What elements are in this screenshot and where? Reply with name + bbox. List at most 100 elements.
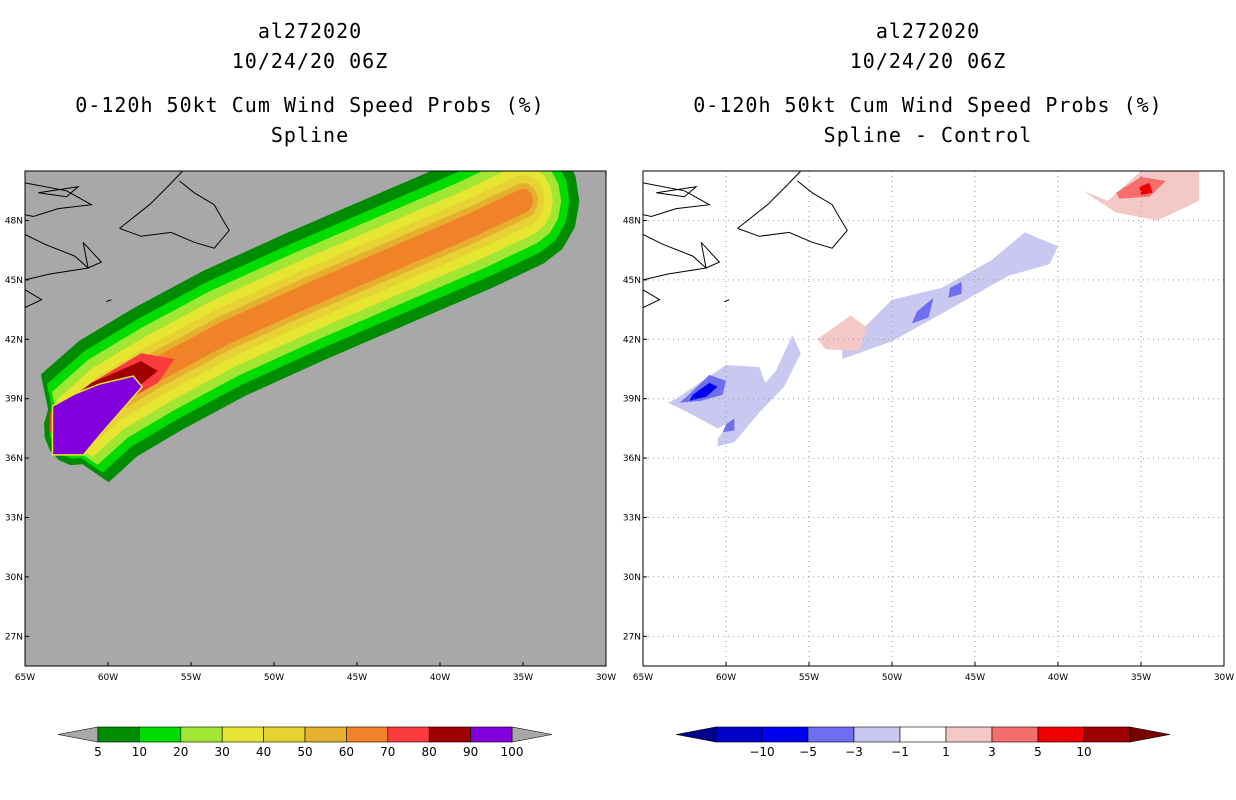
- coastline: [700, 241, 721, 269]
- y-tick-label: 27N: [623, 632, 641, 642]
- prob-contour-60: [68, 188, 534, 438]
- coastline: [25, 289, 43, 309]
- x-tick-label: 45W: [347, 673, 367, 683]
- y-tick-label: 30N: [5, 573, 23, 583]
- x-tick-label: 65W: [633, 673, 653, 683]
- colorbar-swatch: [807, 726, 855, 743]
- y-tick-label: 42N: [623, 335, 641, 345]
- colorbar-swatch: [761, 726, 809, 743]
- y-tick-label: 27N: [5, 632, 23, 642]
- y-tick-label: 48N: [5, 217, 23, 227]
- y-tick-label: 33N: [623, 514, 641, 524]
- x-tick-label: 55W: [181, 673, 201, 683]
- left-title-product: 0-120h 50kt Cum Wind Speed Probs (%): [75, 93, 545, 117]
- x-tick-label: 65W: [15, 673, 35, 683]
- coastline: [119, 171, 184, 229]
- colorbar-label: 100: [501, 745, 524, 759]
- colorbar-swatch: [853, 726, 901, 743]
- colorbar-label: 30: [215, 745, 230, 759]
- coastline: [643, 289, 661, 309]
- colorbar-swatch: [945, 726, 993, 743]
- colorbar-high-extend: [511, 726, 553, 743]
- y-tick-label: 39N: [5, 395, 23, 405]
- colorbar-swatch: [1037, 726, 1085, 743]
- colorbar-low-extend: [57, 726, 99, 743]
- colorbar-low-extend: [675, 726, 717, 743]
- y-tick-label: 36N: [5, 454, 23, 464]
- x-tick-label: 35W: [1131, 673, 1151, 683]
- coastline: [82, 241, 103, 269]
- x-tick-label: 55W: [799, 673, 819, 683]
- plot-frame: [24, 170, 607, 667]
- x-tick-label: 50W: [264, 673, 284, 683]
- left-chart-title: al272020 10/24/20 06Z 0-120h 50kt Cum Wi…: [30, 16, 590, 150]
- x-tick-label: 50W: [882, 673, 902, 683]
- x-tick-label: 30W: [1214, 673, 1234, 683]
- colorbar-swatch: [97, 726, 140, 743]
- colorbar-label: 1: [942, 745, 950, 759]
- right-title-product: 0-120h 50kt Cum Wind Speed Probs (%): [693, 93, 1163, 117]
- colorbar-swatch: [387, 726, 430, 743]
- x-tick-label: 60W: [98, 673, 118, 683]
- left-plot-area: 65W 60W 55W 50W 45W 40W 35W 30W 48N 45N 42N 39N 36N 3…: [5, 170, 616, 683]
- colorbar-label: 3: [988, 745, 996, 759]
- colorbar-label: 10: [132, 745, 147, 759]
- coastline: [724, 299, 730, 303]
- y-tick-label: 45N: [5, 276, 23, 286]
- colorbar-label: 5: [94, 745, 102, 759]
- y-tick-label: 30N: [623, 573, 641, 583]
- colorbar-swatch: [263, 726, 306, 743]
- colorbar-label: 50: [297, 745, 312, 759]
- colorbar-label: 70: [380, 745, 395, 759]
- left-colorbar: 5 10 20 30 40 50 60 70 80 90 100: [57, 726, 553, 759]
- left-title-date: 10/24/20 06Z: [231, 49, 389, 73]
- colorbar-label: 40: [256, 745, 271, 759]
- colorbar-label: 80: [422, 745, 437, 759]
- y-tick-label: 48N: [623, 217, 641, 227]
- colorbar-label: 20: [173, 745, 188, 759]
- coastline: [737, 171, 802, 229]
- colorbar-swatch: [1083, 726, 1131, 743]
- y-tick-label: 45N: [623, 276, 641, 286]
- y-tick-label: 33N: [5, 514, 23, 524]
- x-tick-label: 30W: [596, 673, 616, 683]
- x-tick-label: 40W: [430, 673, 450, 683]
- colorbar-label: −3: [845, 745, 863, 759]
- coastline: [643, 233, 708, 281]
- colorbar-label: 90: [463, 745, 478, 759]
- right-title-storm: al272020: [875, 19, 981, 43]
- diff-region-1: [717, 335, 801, 447]
- diff-region-6: [689, 382, 718, 401]
- diff-region-7: [722, 418, 735, 433]
- colorbar-label: −1: [891, 745, 909, 759]
- coastline: [119, 180, 230, 249]
- colorbar-swatch: [180, 726, 223, 743]
- plot-frame: [642, 170, 1225, 667]
- colorbar-swatch: [991, 726, 1039, 743]
- colorbar-swatch: [221, 726, 264, 743]
- right-colorbar: −10 −5 −3 −1 1 3 5 10: [675, 726, 1171, 759]
- y-tick-label: 42N: [5, 335, 23, 345]
- diff-region-8: [817, 315, 868, 352]
- coastline: [25, 233, 90, 281]
- x-tick-label: 40W: [1048, 673, 1068, 683]
- coastline: [656, 186, 698, 198]
- colorbar-swatch: [470, 726, 513, 743]
- left-title-method: Spline: [270, 123, 350, 147]
- colorbar-swatch: [346, 726, 389, 743]
- colorbar-swatch: [304, 726, 347, 743]
- colorbar-label: 60: [339, 745, 354, 759]
- right-title-method: Spline - Control: [823, 123, 1033, 147]
- prob-contour-100: [53, 376, 142, 455]
- right-plot-area: 65W 60W 55W 50W 45W 40W 35W 30W 48N 45N 42N 39N 36N 3…: [623, 170, 1234, 683]
- right-title-date: 10/24/20 06Z: [849, 49, 1007, 73]
- colorbar-label: −10: [749, 745, 774, 759]
- coastline: [38, 186, 80, 198]
- colorbar-label: −5: [799, 745, 817, 759]
- colorbar-swatch: [899, 726, 947, 743]
- x-tick-label: 60W: [716, 673, 736, 683]
- diff-region-4: [948, 281, 962, 298]
- colorbar-swatch: [428, 726, 471, 743]
- colorbar-swatch: [715, 726, 763, 743]
